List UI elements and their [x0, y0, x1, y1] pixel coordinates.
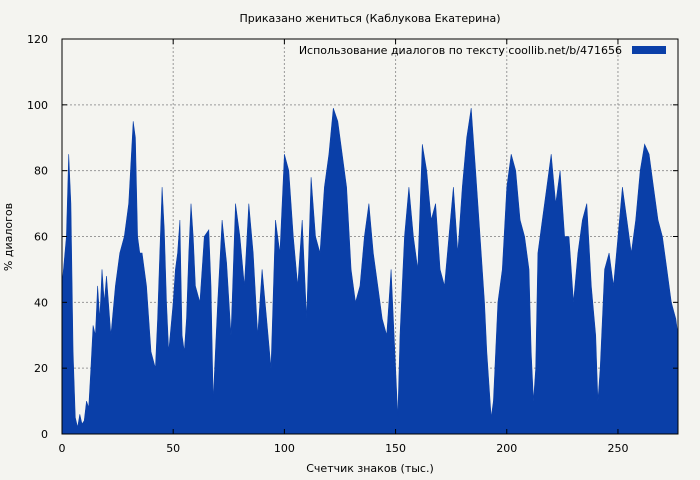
x-tick-label: 50 — [166, 442, 180, 455]
legend-label: Использование диалогов по тексту coollib… — [299, 44, 622, 57]
x-tick-label: 100 — [274, 442, 295, 455]
legend: Использование диалогов по тексту coollib… — [299, 44, 666, 57]
x-tick-label: 0 — [59, 442, 66, 455]
chart-title: Приказано жениться (Каблукова Екатерина) — [240, 12, 501, 25]
y-axis-label: % диалогов — [2, 203, 15, 271]
x-axis-label: Счетчик знаков (тыс.) — [306, 462, 434, 475]
y-tick-label: 120 — [27, 33, 48, 46]
x-tick-label: 150 — [385, 442, 406, 455]
y-tick-label: 80 — [34, 165, 48, 178]
x-tick-label: 250 — [607, 442, 628, 455]
y-tick-label: 100 — [27, 99, 48, 112]
y-tick-label: 60 — [34, 231, 48, 244]
y-tick-label: 0 — [41, 428, 48, 441]
legend-swatch — [632, 46, 666, 54]
y-tick-label: 40 — [34, 296, 48, 309]
series-area — [61, 108, 679, 435]
axis-ticks: 0 20 40 60 80 100 120 0 50 100 150 200 250 — [27, 33, 678, 455]
x-tick-label: 200 — [496, 442, 517, 455]
y-tick-label: 20 — [34, 362, 48, 375]
